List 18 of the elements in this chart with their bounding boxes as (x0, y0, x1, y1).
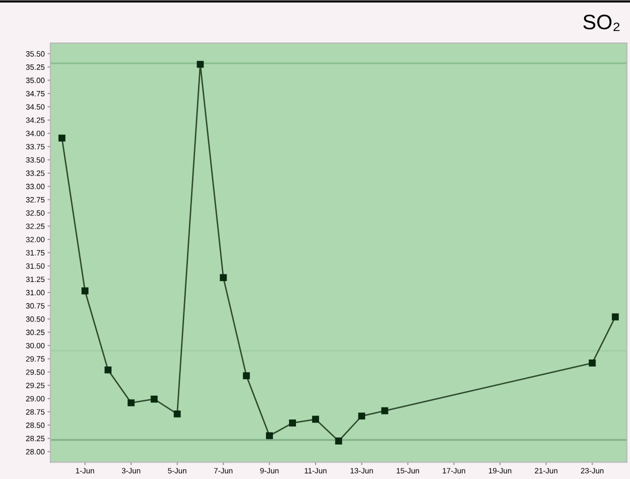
point (358, 412, 366, 420)
point (289, 420, 296, 426)
point (150, 396, 158, 403)
point (612, 313, 619, 320)
point (58, 134, 66, 142)
point (266, 432, 273, 440)
point (335, 438, 342, 444)
point (381, 407, 388, 414)
point (312, 416, 320, 423)
point (82, 287, 88, 294)
point (196, 60, 204, 68)
point (174, 410, 181, 418)
point (220, 274, 227, 282)
point (128, 399, 135, 406)
point (588, 360, 596, 366)
point (104, 366, 112, 374)
chart-title: SO₂ (583, 14, 620, 31)
point (242, 372, 250, 380)
